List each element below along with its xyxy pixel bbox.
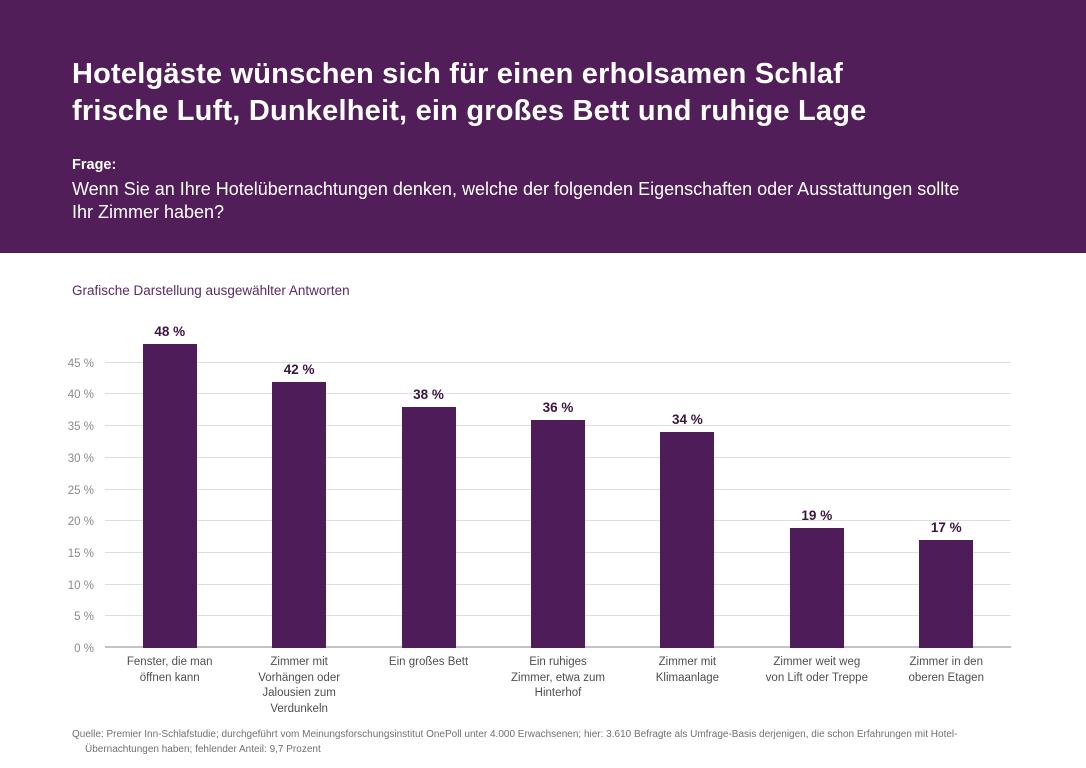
question-text-line-2: Ihr Zimmer haben? — [72, 202, 225, 222]
bar — [530, 419, 585, 648]
y-axis-tick-label: 45 % — [67, 357, 94, 370]
page-title-line-2: frische Luft, Dunkelheit, ein großes Bet… — [72, 95, 867, 127]
bar-value-label: 38 % — [413, 387, 444, 403]
bar-chart: 0 % 5 % 10 % 15 % 20 % 25 % 30 % 35 % 40 % 45 % 48… — [68, 324, 1011, 655]
source-note: Quelle: Premier Inn-Schlafstudie; durchg… — [72, 729, 958, 755]
bar-value-label: 48 % — [154, 323, 186, 339]
bar-value-label: 19 % — [801, 507, 833, 523]
bar-value-label: 42 % — [283, 361, 315, 377]
x-axis-category-label: Zimmer mit Klimaanlage — [655, 656, 720, 684]
bar — [272, 381, 327, 648]
x-axis-category-label: Ein ruhiges Zimmer, etwa zum Hinterhof — [511, 656, 605, 699]
bar — [142, 343, 197, 648]
x-axis-category-label: Zimmer weit weg von Lift oder Treppe — [765, 656, 868, 684]
bar-value-label: 17 % — [930, 520, 962, 536]
bar-column: 38 % — [364, 331, 493, 648]
y-axis-tick-label: 5 % — [74, 611, 94, 624]
bar — [919, 540, 974, 648]
bar-column: 17 % — [882, 331, 1011, 648]
bars-area: 48 % 42 % 38 % 36 % 34 % 19 % 17 % — [105, 324, 1011, 648]
x-axis-category-label: Fenster, die man öffnen kann — [126, 656, 213, 684]
page-title: Hotelgäste wünschen sich für einen erhol… — [72, 56, 1016, 130]
bar-column: 48 % — [105, 324, 234, 648]
bar-column: 42 % — [234, 331, 363, 648]
question-label: Frage: — [72, 157, 117, 173]
page-title-line-1: Hotelgäste wünschen sich für einen erhol… — [72, 58, 844, 90]
header: Hotelgäste wünschen sich für einen erhol… — [0, 0, 1086, 253]
question-text: Wenn Sie an Ihre Hotelübernachtungen den… — [72, 178, 1016, 224]
bar-column: 36 % — [493, 331, 622, 648]
gridline — [105, 393, 1011, 395]
x-axis-category-label: Zimmer mit Vorhängen oder Jalousien zum Ver… — [258, 656, 341, 715]
x-axis-category-label: Zimmer in den oberen Etagen — [908, 656, 984, 684]
bar-value-label: 34 % — [672, 412, 703, 428]
question-text-line-1: Wenn Sie an Ihre Hotelübernachtungen den… — [72, 179, 960, 199]
x-axis-category-label: Ein großes Bett — [388, 656, 469, 668]
x-axis-labels: Fenster, die man öffnen kann Zimmer mit Vor… — [105, 655, 1011, 717]
y-axis-tick-label: 15 % — [67, 547, 94, 560]
y-axis-tick-label: 30 % — [67, 452, 94, 465]
bar — [660, 432, 715, 648]
chart-subtitle: Grafische Darstellung ausgewählter Antwo… — [72, 283, 350, 298]
bar — [789, 527, 844, 648]
y-axis-tick-label: 20 % — [67, 516, 94, 529]
bar-column: 34 % — [623, 331, 752, 648]
y-axis-tick-label: 0 % — [74, 643, 94, 655]
chart-plot-area: 0 % 5 % 10 % 15 % 20 % 25 % 30 % 35 % 40 % 45 % 48… — [68, 324, 1011, 655]
bar — [401, 407, 456, 648]
y-axis-tick-label: 10 % — [67, 579, 94, 592]
y-axis-tick-label: 35 % — [67, 421, 94, 434]
y-axis-tick-label: 40 % — [67, 389, 94, 402]
bar-value-label: 36 % — [542, 399, 574, 415]
bar-column: 19 % — [752, 331, 881, 648]
y-axis-tick-label: 25 % — [67, 484, 94, 497]
gridline — [105, 361, 1011, 363]
